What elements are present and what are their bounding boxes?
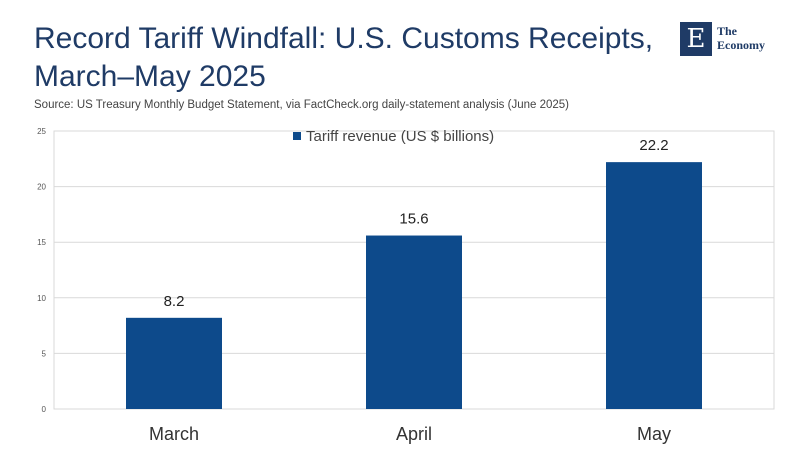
data-label: 8.2 bbox=[164, 293, 185, 310]
chart-title-line-1: Record Tariff Windfall: U.S. Customs Rec… bbox=[34, 22, 654, 55]
data-label: 22.2 bbox=[639, 137, 668, 154]
y-tick-label: 0 bbox=[42, 405, 47, 414]
data-label: 15.6 bbox=[399, 211, 428, 228]
chart-title: Record Tariff Windfall: U.S. Customs Rec… bbox=[34, 20, 654, 96]
bar-april bbox=[366, 235, 462, 409]
the-economy-logo: E The Economy bbox=[680, 22, 800, 60]
chart-title-line-2: March–May 2025 bbox=[34, 60, 266, 93]
source-note: Source: US Treasury Monthly Budget State… bbox=[34, 99, 570, 111]
logo-word-the: The bbox=[717, 24, 738, 38]
y-tick-label: 5 bbox=[42, 349, 47, 358]
y-tick-label: 20 bbox=[37, 183, 46, 192]
y-tick-label: 25 bbox=[37, 127, 46, 136]
y-tick-label: 10 bbox=[37, 294, 46, 303]
x-tick-label: April bbox=[396, 424, 432, 444]
bar-may bbox=[606, 162, 702, 409]
logo-word-economy: Economy bbox=[717, 38, 765, 52]
bar-march bbox=[126, 317, 222, 409]
x-tick-label: March bbox=[149, 424, 199, 444]
legend-swatch bbox=[293, 132, 301, 140]
legend-label: Tariff revenue (US $ billions) bbox=[306, 128, 494, 145]
x-tick-label: May bbox=[637, 424, 671, 444]
logo-letter-mark: E bbox=[680, 22, 712, 56]
y-tick-label: 15 bbox=[37, 238, 46, 247]
logo-wordmark: The Economy bbox=[717, 24, 797, 52]
